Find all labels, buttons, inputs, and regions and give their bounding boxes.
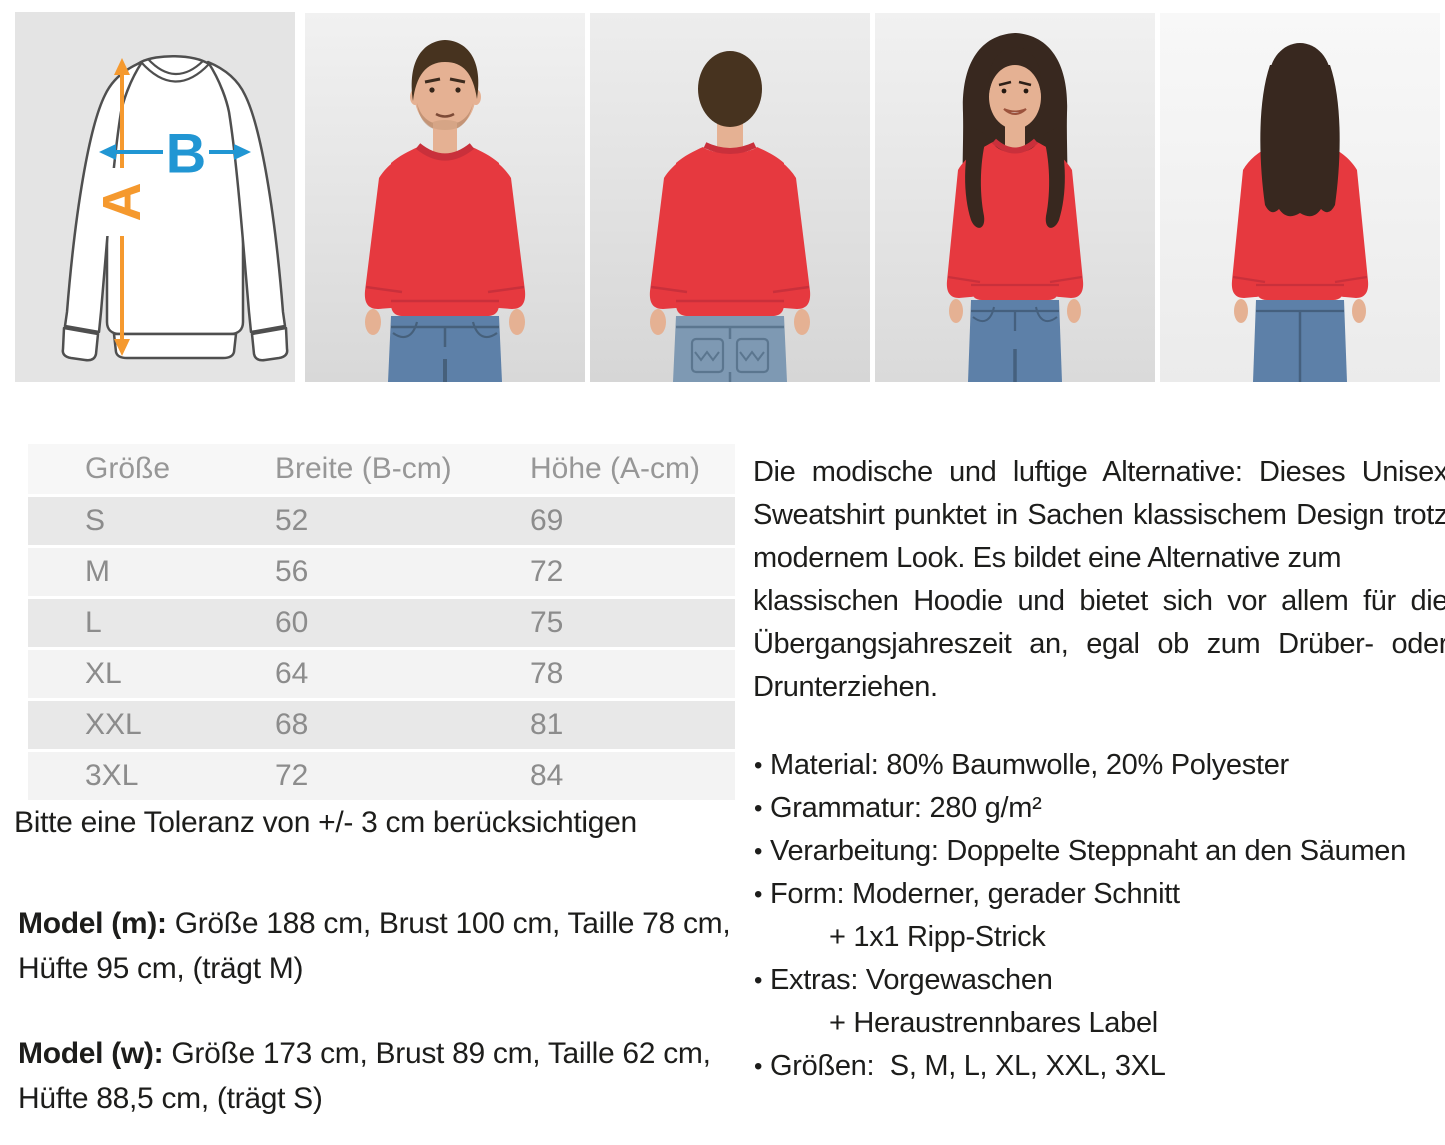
model-m-label: Model (m): [18,907,167,940]
table-cell: XXL [28,701,218,749]
male-front-graphic [305,13,585,382]
female-back-graphic [1160,13,1440,382]
size-table: Größe Breite (B-cm) Höhe (A-cm) S 52 69 M 56 72… [28,441,735,803]
table-cell: 56 [218,548,473,596]
photo-female-model-back [1160,13,1440,382]
photo-male-model-front [305,13,585,382]
feature-item: Größen: S, M, L, XL, XXL, 3XL [753,1045,1445,1088]
feature-item: Material: 80% Baumwolle, 20% Polyester [753,744,1445,787]
description-paragraph-1: Die modische und luftige Alternative: Di… [753,456,1445,574]
size-measurement-diagram: A B [15,12,295,382]
width-measure-arrow: B [99,122,251,185]
table-cell: 84 [473,752,735,800]
measure-label-b: B [166,122,206,185]
table-cell: 3XL [28,752,218,800]
table-cell: 64 [218,650,473,698]
table-cell: L [28,599,218,647]
table-header-cell: Höhe (A-cm) [473,444,735,494]
table-row: 3XL 72 84 [28,752,735,800]
table-row: XXL 68 81 [28,701,735,749]
feature-list: Material: 80% Baumwolle, 20% PolyesterGr… [753,744,1445,1088]
table-cell: 75 [473,599,735,647]
sweatshirt-outline-graphic [61,54,289,362]
tolerance-note: Bitte eine Toleranz von +/- 3 cm berücks… [14,806,637,839]
size-table-head: Größe Breite (B-cm) Höhe (A-cm) [28,444,735,494]
table-cell: M [28,548,218,596]
female-front-graphic [875,13,1155,382]
feature-item: Grammatur: 280 g/m² [753,787,1445,830]
feature-continuation: + Heraustrennbares Label [829,1007,1158,1039]
table-cell: 72 [473,548,735,596]
table-cell: 52 [218,497,473,545]
description-paragraph-2: klassischen Hoodie und bietet sich vor a… [753,585,1445,703]
feature-continuation: + 1x1 Ripp-Strick [829,921,1046,953]
model-w-info: Model (w): Größe 173 cm, Brust 89 cm, Ta… [18,1031,738,1121]
sweatshirt-diagram-graphic: A B [15,12,295,382]
table-header-cell: Größe [28,444,218,494]
model-m-info: Model (m): Größe 188 cm, Brust 100 cm, T… [18,901,738,991]
photo-female-model-front [875,13,1155,382]
table-row: M 56 72 [28,548,735,596]
feature-item: Extras: Vorgewaschen [753,959,1445,1002]
feature-item: Verarbeitung: Doppelte Steppnaht an den … [753,830,1445,873]
model-w-text: Größe 173 cm, Brust 89 cm, Taille 62 cm,… [18,1037,711,1115]
table-header-cell: Breite (B-cm) [218,444,473,494]
model-w-label: Model (w): [18,1037,164,1070]
table-header-row: Größe Breite (B-cm) Höhe (A-cm) [28,444,735,494]
male-back-graphic [590,13,870,382]
product-description: Die modische und luftige Alternative: Di… [753,451,1445,709]
height-measure-arrow: A [92,58,152,356]
table-cell: 60 [218,599,473,647]
table-cell: S [28,497,218,545]
measure-label-a: A [92,183,152,222]
photo-male-model-back [590,13,870,382]
table-cell: XL [28,650,218,698]
table-row: XL 64 78 [28,650,735,698]
table-cell: 69 [473,497,735,545]
table-row: S 52 69 [28,497,735,545]
table-cell: 72 [218,752,473,800]
table-row: L 60 75 [28,599,735,647]
size-table-body: S 52 69 M 56 72 L 60 75 XL 64 78 XXL 68 81 3XL 72 84 [28,497,735,800]
feature-item: Form: Moderner, gerader Schnitt [753,873,1445,916]
table-cell: 81 [473,701,735,749]
model-m-text: Größe 188 cm, Brust 100 cm, Taille 78 cm… [18,907,731,985]
table-cell: 68 [218,701,473,749]
table-cell: 78 [473,650,735,698]
